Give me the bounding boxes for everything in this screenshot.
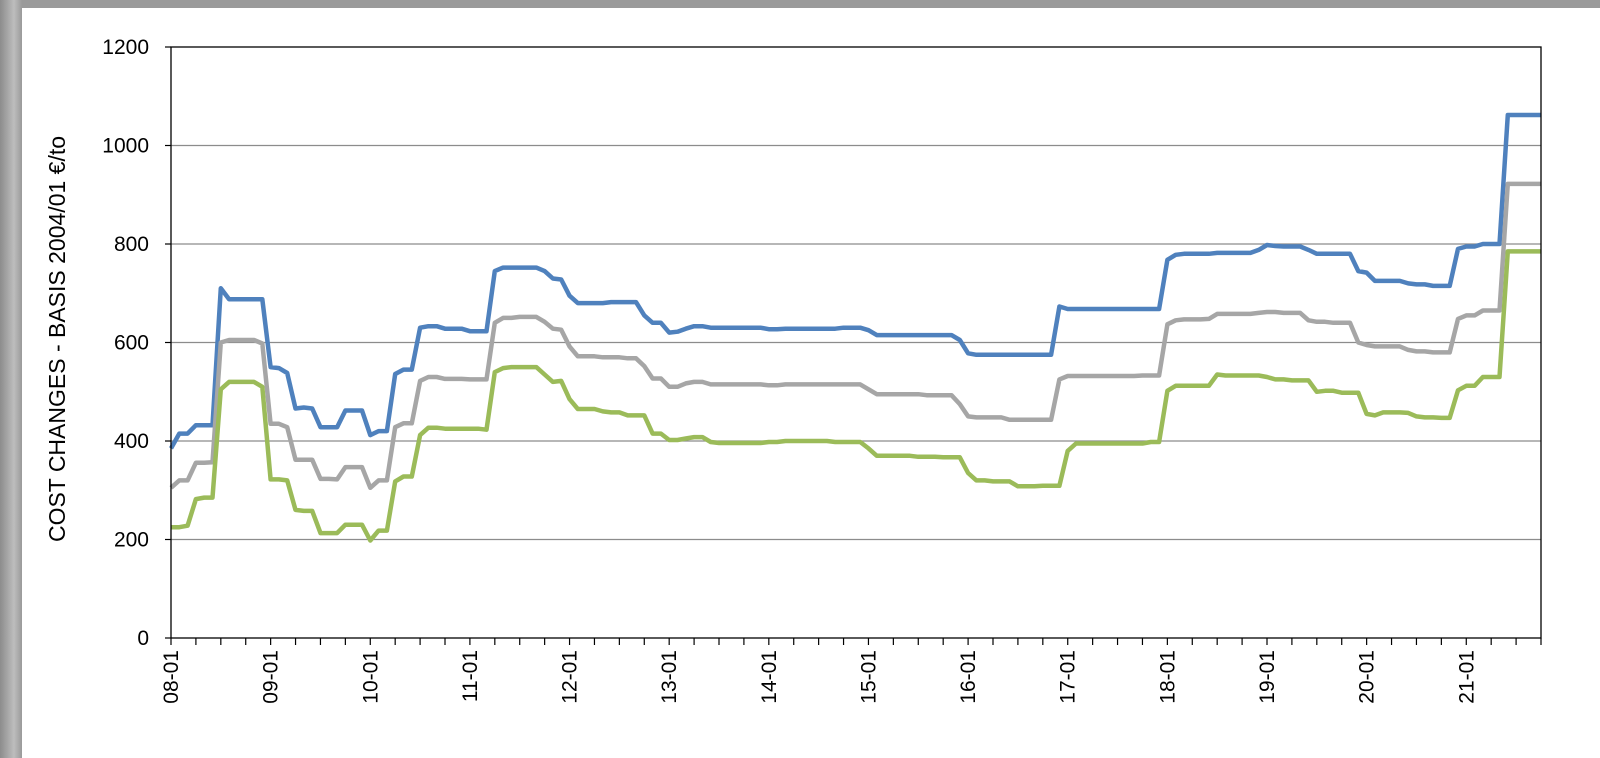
x-tick-labels: 08-01 09-01 10-01 11-01 12-01 13-01 14-01 15-01… <box>160 650 1478 704</box>
x-tick-marks <box>170 638 1542 645</box>
line-chart: 0 200 400 600 800 1000 1200 08-01 09-01 10-01 11-… <box>44 36 1542 704</box>
y-tick-label-200: 200 <box>114 529 149 552</box>
y-tick-label-800: 800 <box>114 233 149 256</box>
y-tick-label-1200: 1200 <box>102 36 149 59</box>
y-tick-labels: 0 200 400 600 800 1000 1200 <box>102 36 149 650</box>
x-tick-label-10-01: 10-01 <box>359 650 382 704</box>
series-line-2 <box>169 181 1541 491</box>
x-tick-label-16-01: 16-01 <box>957 650 980 704</box>
series-line-3 <box>171 249 1541 543</box>
x-tick-label-19-01: 19-01 <box>1256 650 1279 704</box>
x-tick-label-21-01: 21-01 <box>1455 650 1478 704</box>
x-tick-label-18-01: 18-01 <box>1156 650 1179 704</box>
x-tick-label-12-01: 12-01 <box>559 650 582 704</box>
y-tick-label-0: 0 <box>137 627 149 650</box>
x-tick-label-11-01: 11-01 <box>459 650 482 702</box>
gridlines <box>171 144 1541 541</box>
chart-card: 0 200 400 600 800 1000 1200 08-01 09-01 10-01 11-… <box>22 8 1600 758</box>
x-tick-label-15-01: 15-01 <box>858 650 881 704</box>
y-tick-label-1000: 1000 <box>102 135 149 158</box>
x-tick-label-17-01: 17-01 <box>1057 650 1080 704</box>
y-tick-label-600: 600 <box>114 332 149 355</box>
x-tick-label-20-01: 20-01 <box>1356 650 1379 704</box>
axes <box>165 46 1542 639</box>
series-line-1 <box>169 112 1541 450</box>
plot-border <box>170 46 1542 639</box>
x-tick-label-14-01: 14-01 <box>758 650 781 704</box>
y-tick-label-400: 400 <box>114 430 149 453</box>
x-tick-label-09-01: 09-01 <box>260 650 283 704</box>
y-axis-title: COST CHANGES - BASIS 2004/01 €/to <box>44 136 70 542</box>
x-tick-label-08-01: 08-01 <box>160 650 183 704</box>
x-tick-label-13-01: 13-01 <box>658 650 681 704</box>
series-lines <box>169 112 1541 543</box>
